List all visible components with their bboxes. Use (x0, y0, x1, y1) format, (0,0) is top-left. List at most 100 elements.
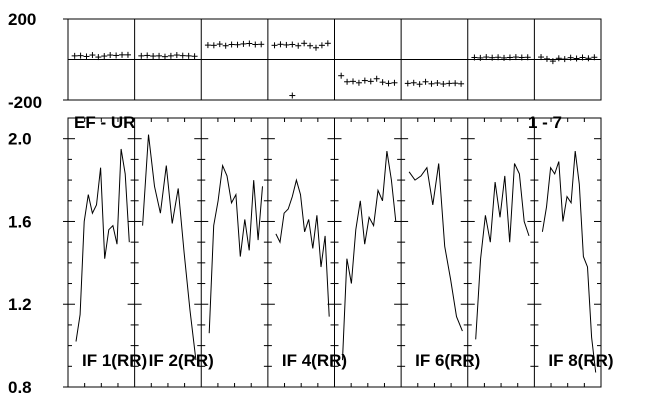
phase-point (458, 80, 465, 87)
phase-point (361, 77, 368, 84)
phase-point (422, 78, 429, 85)
phase-point (567, 54, 574, 61)
phase-point (301, 40, 308, 47)
baseline-title: EF - UR (74, 113, 135, 132)
phase-point (289, 41, 296, 48)
amplitude-series-line (475, 163, 530, 340)
top-plot-axis: 200 -200 (8, 10, 68, 112)
bottom-y-tick-label: 0.8 (8, 378, 32, 395)
phase-point (173, 52, 180, 59)
antenna-pair-title: 1 - 7 (528, 113, 562, 132)
phase-outlier-point (289, 92, 296, 99)
phase-point (350, 78, 357, 85)
phase-point (446, 80, 453, 87)
if-panel-label: IF 4(RR) (282, 351, 347, 370)
phase-point (179, 52, 186, 59)
phase-point (101, 53, 108, 60)
phase-point (324, 40, 331, 47)
phase-point (138, 52, 145, 59)
bottom-y-tick-label: 1.2 (8, 295, 32, 314)
phase-point (271, 42, 278, 49)
phase-point (210, 42, 217, 49)
phase-point (240, 40, 247, 47)
phase-point (144, 52, 151, 59)
bottom-plot-lines (75, 134, 597, 373)
phase-point (512, 54, 519, 61)
phase-point (440, 81, 447, 88)
phase-point (258, 41, 265, 48)
phase-point (501, 54, 508, 61)
phase-point (428, 80, 435, 87)
top-plot-frame (67, 18, 602, 101)
phase-point (367, 78, 374, 85)
phase-point (252, 41, 259, 48)
phase-point (471, 54, 478, 61)
if-panel-label: IF 1(RR) (82, 351, 147, 370)
bottom-y-tick-label: 1.6 (8, 212, 32, 231)
phase-point (561, 56, 568, 63)
phase-point (434, 79, 441, 86)
phase-point (119, 51, 126, 58)
if-panel-label: IF 2(RR) (149, 351, 214, 370)
phase-point (156, 52, 163, 59)
phase-point (185, 52, 192, 59)
phase-point (404, 80, 411, 87)
bottom-plot-axis: 2.0 1.6 1.2 0.8 (8, 117, 601, 395)
phase-point (167, 52, 174, 59)
phase-point (204, 42, 211, 49)
phase-point (379, 79, 386, 86)
top-y-tick-label: -200 (8, 93, 42, 112)
phase-point (161, 53, 168, 60)
phase-point (391, 79, 398, 86)
phase-point (573, 55, 580, 62)
phase-point (216, 41, 223, 48)
phase-point (124, 51, 131, 58)
bottom-y-tick-label: 2.0 (8, 130, 32, 149)
phase-point (416, 81, 423, 88)
phase-point (355, 79, 362, 86)
phase-point (591, 54, 598, 61)
phase-point (95, 54, 102, 61)
phase-point (518, 54, 525, 61)
phase-point (234, 41, 241, 48)
phase-point (222, 42, 229, 49)
phase-point (506, 54, 513, 61)
top-plot-points (71, 40, 598, 99)
phase-point (107, 52, 114, 59)
phase-point (228, 41, 235, 48)
phase-point (246, 40, 253, 47)
bottom-plot-frame (67, 117, 602, 388)
phase-point (312, 44, 319, 51)
phase-point (549, 58, 556, 65)
phase-point (318, 42, 325, 49)
phase-point (538, 54, 545, 61)
phase-point (77, 52, 84, 59)
amplitude-series-line (342, 151, 397, 361)
phase-point (410, 79, 417, 86)
phase-point (495, 54, 502, 61)
phase-point (555, 55, 562, 62)
phase-point (452, 80, 459, 87)
phase-point (489, 54, 496, 61)
bottom-plot-labels: IF 1(RR) IF 2(RR) IF 4(RR) IF 6(RR) IF 8(RR) (82, 351, 614, 370)
if-panel-label: IF 8(RR) (548, 351, 613, 370)
phase-point (83, 53, 90, 60)
phase-point (483, 54, 490, 61)
amplitude-series-line (75, 148, 130, 342)
amplitude-series-line (541, 151, 597, 373)
phase-point (524, 54, 531, 61)
top-y-tick-label: 200 (8, 10, 36, 29)
phase-point (295, 42, 302, 49)
phase-point (543, 55, 550, 62)
phase-point (307, 42, 314, 49)
phase-point (579, 54, 586, 61)
phase-point (89, 52, 96, 59)
phase-point (191, 53, 198, 60)
phase-point (585, 55, 592, 62)
phase-point (150, 53, 157, 60)
phase-point (277, 41, 284, 48)
phase-point (113, 52, 120, 59)
amplitude-series-line (275, 178, 330, 317)
phase-point (385, 80, 392, 87)
